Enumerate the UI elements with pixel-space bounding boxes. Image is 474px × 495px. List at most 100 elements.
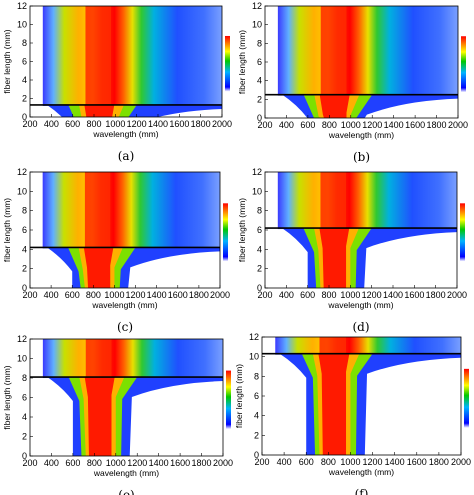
x-tick-label: 1600 — [169, 119, 189, 129]
x-tick-label: 1000 — [104, 290, 124, 300]
y-tick-label: 12 — [252, 167, 262, 177]
y-tick-label: 4 — [22, 75, 27, 85]
x-tick-label: 400 — [279, 290, 294, 300]
x-tick-label: 1200 — [127, 119, 147, 129]
y-tick-label: 10 — [252, 186, 262, 196]
y-tick-label: 0 — [22, 283, 27, 293]
y-tick-label: 4 — [257, 244, 262, 254]
x-tick-label: 1000 — [340, 457, 360, 467]
x-tick-label: 600 — [300, 120, 315, 130]
x-tick-label: 1800 — [191, 119, 211, 129]
x-tick-label: 1000 — [106, 458, 126, 468]
x-tick-label: 1000 — [340, 290, 360, 300]
y-tick-label: 0 — [257, 283, 262, 293]
x-tick-label: 1600 — [404, 290, 424, 300]
y-tick-label: 2 — [257, 264, 262, 274]
y-tick-label: 12 — [17, 167, 27, 177]
x-tick-label: 800 — [86, 119, 101, 129]
y-tick-label: 10 — [17, 186, 27, 196]
y-tick-label: 8 — [257, 38, 262, 48]
x-tick-label: 1600 — [405, 120, 425, 130]
y-tick-label: 6 — [257, 225, 262, 235]
x-tick-label: 400 — [277, 457, 292, 467]
x-axis-label: wavelength (mm) — [328, 130, 394, 140]
spectrum-region-upper — [42, 172, 220, 249]
spectrum-region-upper — [42, 339, 223, 379]
y-axis-label: fiber length (mm) — [2, 198, 12, 262]
y-tick-label: 10 — [17, 354, 27, 364]
spectrum-region-upper — [42, 6, 222, 106]
x-tick-label: 1400 — [385, 457, 405, 467]
colorbar — [223, 203, 228, 262]
x-tick-label: 1000 — [341, 120, 361, 130]
y-tick-label: 4 — [257, 76, 262, 86]
panel-label: (d) — [352, 320, 369, 334]
y-tick-label: 10 — [252, 20, 262, 30]
y-tick-label: 4 — [22, 412, 27, 422]
y-tick-label: 2 — [22, 432, 27, 442]
heatmap — [30, 6, 222, 117]
y-tick-label: 12 — [252, 1, 262, 11]
y-tick-label: 2 — [254, 430, 259, 440]
spectrum-core — [85, 339, 112, 378]
panel-c: 200 400 600 800 1000 1200 1400 1600 1800 2000 0 2 4 6… — [2, 167, 230, 334]
x-tick-label: 1000 — [105, 119, 125, 129]
x-tick-label: 600 — [299, 457, 314, 467]
y-tick-label: 4 — [22, 244, 27, 254]
panel-label: (a) — [118, 149, 135, 163]
x-axis-label: wavelength (mm) — [327, 300, 393, 310]
spectrum-region-red — [319, 228, 350, 288]
y-tick-label: 6 — [254, 391, 259, 401]
y-tick-label: 6 — [22, 57, 27, 67]
y-axis-label: fiber length (mm) — [234, 364, 244, 428]
heatmap — [30, 339, 223, 456]
y-axis-label: fiber length (mm) — [2, 29, 12, 93]
x-tick-label: 1200 — [127, 458, 147, 468]
x-tick-label: 800 — [321, 457, 336, 467]
x-tick-label: 200 — [22, 290, 37, 300]
x-tick-label: 200 — [22, 458, 37, 468]
y-tick-label: 0 — [22, 451, 27, 461]
x-axis-label: wavelength (mm) — [92, 129, 158, 139]
panel-b: 200 400 600 800 1000 1200 1400 1600 1800 2000 0 2 4 6… — [237, 1, 468, 164]
x-tick-label: 2000 — [212, 119, 232, 129]
x-tick-label: 1600 — [407, 457, 427, 467]
spectrum-region-red — [84, 104, 115, 117]
panel-label: (f) — [355, 487, 369, 495]
x-tick-label: 1400 — [384, 120, 404, 130]
panel-d: 200 400 600 800 1000 1200 1400 1600 1800 2000 0 2 4 6… — [237, 167, 467, 334]
x-tick-label: 1600 — [168, 290, 188, 300]
x-tick-label: 1400 — [147, 290, 167, 300]
x-tick-label: 1400 — [383, 290, 403, 300]
x-tick-label: 800 — [87, 458, 102, 468]
panel-a: 200 400 600 800 1000 1200 1400 1600 1800 2000 0 2 4 6… — [2, 1, 232, 163]
x-tick-label: 600 — [65, 290, 80, 300]
spectrum-core — [85, 6, 112, 105]
y-tick-label: 8 — [254, 371, 259, 381]
x-tick-label: 200 — [257, 120, 272, 130]
spectrum-core — [320, 6, 347, 95]
spectrum-core — [320, 172, 347, 229]
x-tick-label: 400 — [44, 458, 59, 468]
y-tick-label: 12 — [17, 334, 27, 344]
x-tick-label: 600 — [65, 119, 80, 129]
spectrum-core — [319, 337, 347, 354]
x-tick-label: 1800 — [427, 120, 447, 130]
x-tick-label: 1200 — [362, 120, 382, 130]
y-axis-label: fiber length (mm) — [237, 198, 247, 262]
x-tick-label: 400 — [279, 120, 294, 130]
x-tick-label: 400 — [44, 119, 59, 129]
y-tick-label: 6 — [22, 393, 27, 403]
x-tick-label: 1200 — [363, 457, 383, 467]
x-tick-label: 1200 — [362, 290, 382, 300]
x-tick-label: 400 — [44, 290, 59, 300]
y-tick-label: 8 — [22, 373, 27, 383]
spectrum-region-red — [83, 247, 114, 288]
x-tick-label: 1800 — [189, 290, 209, 300]
y-tick-label: 4 — [254, 411, 259, 421]
y-tick-label: 6 — [22, 225, 27, 235]
colorbar — [226, 370, 231, 430]
y-tick-label: 0 — [257, 113, 262, 123]
x-tick-label: 1800 — [426, 290, 446, 300]
x-tick-label: 800 — [321, 290, 336, 300]
